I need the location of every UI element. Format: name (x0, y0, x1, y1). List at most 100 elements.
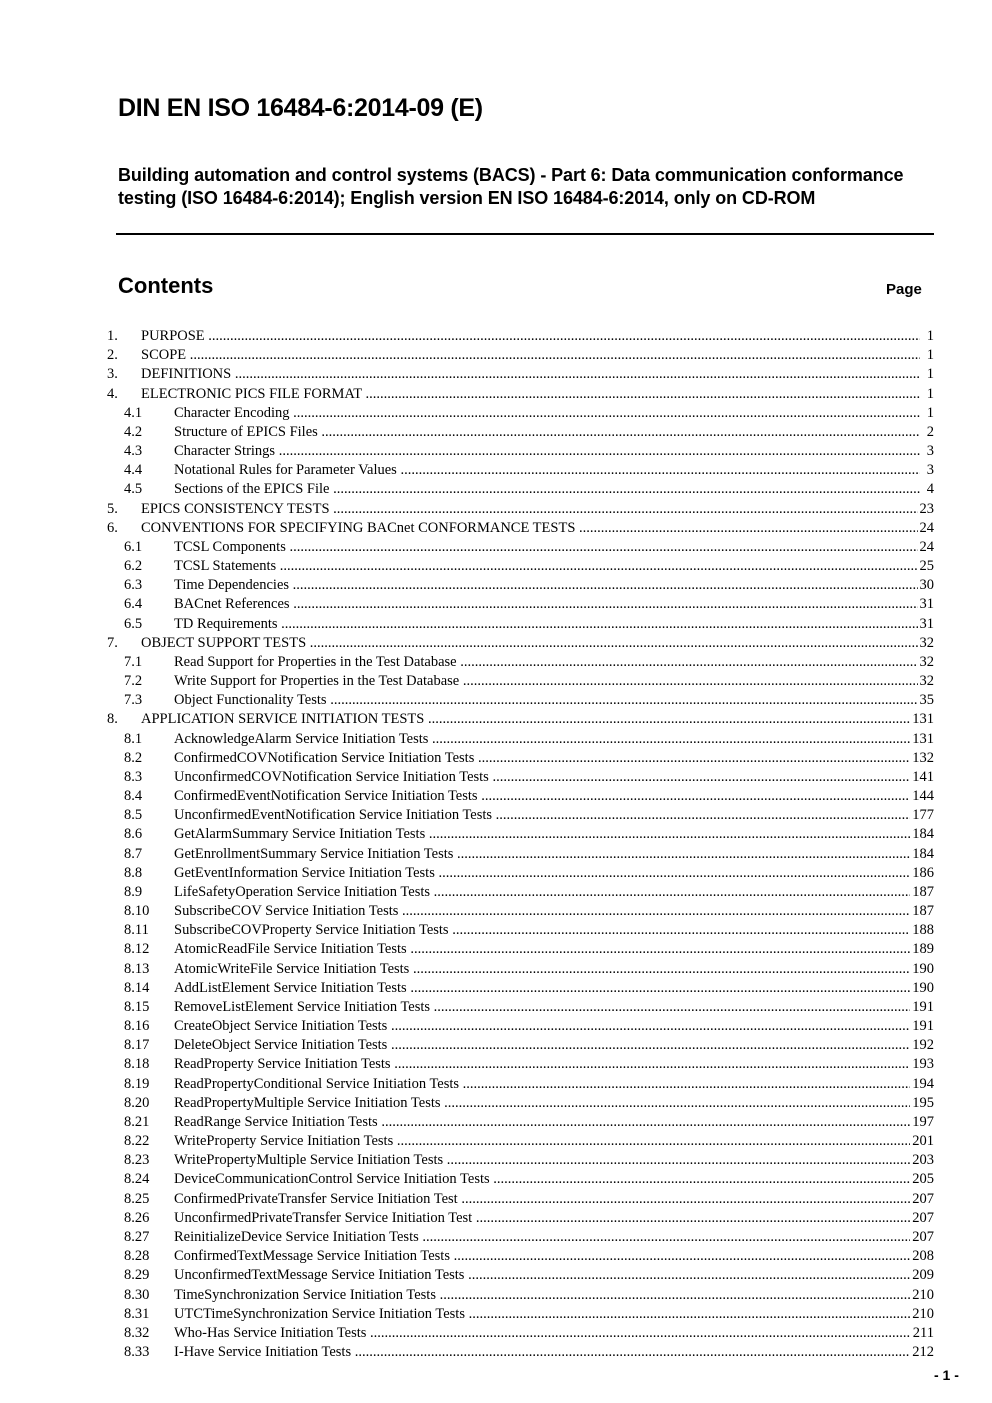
toc-entry[interactable]: 8.18 ReadProperty Service Initiation Test… (124, 1055, 934, 1075)
toc-entry[interactable]: 6.3 Time Dependencies30 (124, 576, 934, 596)
toc-entry-title: ELECTRONIC PICS FILE FORMAT (141, 385, 920, 404)
toc-entry-page: 131 (910, 729, 934, 749)
toc-entry-title: UTCTimeSynchronization Service Initiatio… (174, 1305, 920, 1324)
toc-entry-title: EPICS CONSISTENCY TESTS (141, 500, 920, 519)
toc-entry-title: ReadProperty Service Initiation Tests (174, 1055, 920, 1074)
toc-entry-page: 3 (924, 461, 934, 481)
toc-entry[interactable]: 8.15 RemoveListElement Service Initiation… (124, 997, 934, 1017)
toc-entry-page: 2 (924, 422, 934, 442)
toc-entry[interactable]: 8.4 ConfirmedEventNotification Service In… (124, 787, 934, 807)
toc-entry[interactable]: 8.21 ReadRange Service Initiation Tests19… (124, 1112, 934, 1132)
toc-entry-page: 212 (910, 1343, 934, 1362)
toc-entry[interactable]: 8.11 SubscribeCOVProperty Service Initiat… (124, 921, 934, 941)
toc-entry[interactable]: 2. SCOPE1 (107, 346, 934, 366)
toc-entry[interactable]: 7.2 Write Support for Properties in the T… (124, 672, 934, 692)
toc-entry-number: 6.4 (124, 596, 143, 613)
toc-entry[interactable]: 6.4 BACnet References31 (124, 595, 934, 615)
toc-entry-page: 207 (910, 1189, 934, 1209)
toc-entry-number: 1. (107, 328, 118, 344)
toc-entry-page: 197 (910, 1112, 934, 1132)
toc-entry[interactable]: 8.5 UnconfirmedEventNotification Service … (124, 806, 934, 826)
toc-entry[interactable]: 8.9 LifeSafetyOperation Service Initiatio… (124, 882, 934, 902)
toc-entry[interactable]: 8.1 AcknowledgeAlarm Service Initiation T… (124, 729, 934, 749)
toc-entry-number: 5. (107, 500, 118, 517)
toc-entry-title: PURPOSE (141, 327, 920, 346)
toc-entry[interactable]: 7. OBJECT SUPPORT TESTS32 (107, 633, 934, 653)
toc-entry[interactable]: 7.1 Read Support for Properties in the Te… (124, 652, 934, 672)
toc-entry[interactable]: 8.25 ConfirmedPrivateTransfer Service Ini… (124, 1189, 934, 1209)
toc-entry-number: 2. (107, 347, 118, 364)
toc-entry-page: 24 (917, 518, 934, 538)
toc-entry[interactable]: 6.2 TCSL Statements25 (124, 557, 934, 577)
toc-entry-title: Character Encoding (174, 404, 920, 423)
toc-entry-page: 4 (924, 480, 934, 500)
toc-entry-title: Object Functionality Tests (174, 691, 920, 710)
toc-entry[interactable]: 8.33 I-Have Service Initiation Tests212 (124, 1343, 934, 1362)
toc-entry-number: 8.27 (124, 1228, 150, 1245)
toc-entry-title: ReadPropertyMultiple Service Initiation … (174, 1094, 920, 1113)
toc-entry[interactable]: 4.4 Notational Rules for Parameter Values… (124, 461, 934, 481)
toc-entry[interactable]: 8.30 TimeSynchronization Service Initiati… (124, 1285, 934, 1305)
toc-entry[interactable]: 3. DEFINITIONS1 (107, 365, 934, 385)
toc-entry[interactable]: 5. EPICS CONSISTENCY TESTS23 (107, 499, 934, 519)
toc-entry[interactable]: 4.1 Character Encoding1 (124, 403, 934, 423)
toc-entry[interactable]: 8.32 Who-Has Service Initiation Tests211 (124, 1323, 934, 1343)
toc-entry[interactable]: 8.13 AtomicWriteFile Service Initiation T… (124, 959, 934, 979)
toc-entry-page: 194 (910, 1074, 934, 1094)
toc-entry[interactable]: 8.10 SubscribeCOV Service Initiation Test… (124, 902, 934, 922)
toc-entry-page: 141 (910, 767, 934, 787)
toc-entry[interactable]: 8.31 UTCTimeSynchronization Service Initi… (124, 1304, 934, 1324)
toc-entry-title: SubscribeCOV Service Initiation Tests (174, 902, 920, 921)
toc-entry[interactable]: 6. CONVENTIONS FOR SPECIFYING BACnet CONF… (107, 518, 934, 538)
toc-entry-title: ConfirmedPrivateTransfer Service Initiat… (174, 1190, 920, 1209)
toc-entry-title: RemoveListElement Service Initiation Tes… (174, 998, 920, 1017)
toc-entry[interactable]: 8.2 ConfirmedCOVNotification Service Init… (124, 748, 934, 768)
toc-entry[interactable]: 8.28 ConfirmedTextMessage Service Initiat… (124, 1247, 934, 1267)
toc-entry-page: 190 (910, 978, 934, 998)
toc-entry[interactable]: 8.22 WriteProperty Service Initiation Tes… (124, 1132, 934, 1152)
toc-entry[interactable]: 8.6 GetAlarmSummary Service Initiation Te… (124, 825, 934, 845)
toc-entry[interactable]: 7.3 Object Functionality Tests35 (124, 691, 934, 711)
toc-entry-number: 7. (107, 634, 118, 651)
toc-entry[interactable]: 4.5 Sections of the EPICS File4 (124, 480, 934, 500)
toc-entry-title: APPLICATION SERVICE INITIATION TESTS (141, 710, 920, 729)
toc-entry[interactable]: 8. APPLICATION SERVICE INITIATION TESTS13… (107, 710, 934, 730)
toc-entry[interactable]: 8.19 ReadPropertyConditional Service Init… (124, 1074, 934, 1094)
toc-entry[interactable]: 8.20 ReadPropertyMultiple Service Initiat… (124, 1093, 934, 1113)
toc-entry[interactable]: 8.27 ReinitializeDevice Service Initiatio… (124, 1227, 934, 1247)
toc-entry[interactable]: 8.8 GetEventInformation Service Initiatio… (124, 863, 934, 883)
toc-entry-number: 8.16 (124, 1018, 150, 1035)
toc-entry-page: 1 (924, 384, 934, 404)
toc-entry-title: Character Strings (174, 442, 920, 461)
toc-entry[interactable]: 8.7 GetEnrollmentSummary Service Initiati… (124, 844, 934, 864)
toc-entry[interactable]: 8.12 AtomicReadFile Service Initiation Te… (124, 940, 934, 960)
toc-entry-number: 8.30 (124, 1286, 150, 1303)
toc-entry[interactable]: 8.29 UnconfirmedTextMessage Service Initi… (124, 1266, 934, 1286)
toc-entry-page: 191 (910, 997, 934, 1017)
toc-entry[interactable]: 8.26 UnconfirmedPrivateTransfer Service I… (124, 1208, 934, 1228)
toc-entry[interactable]: 4.2 Structure of EPICS Files2 (124, 422, 934, 442)
toc-entry-page: 201 (910, 1132, 934, 1152)
toc-entry[interactable]: 1. PURPOSE1 (107, 327, 934, 346)
toc-entry[interactable]: 8.16 CreateObject Service Initiation Test… (124, 1017, 934, 1037)
toc-entry-title: DeleteObject Service Initiation Tests (174, 1036, 920, 1055)
toc-entry[interactable]: 8.24 DeviceCommunicationControl Service I… (124, 1170, 934, 1190)
toc-entry[interactable]: 8.3 UnconfirmedCOVNotification Service In… (124, 767, 934, 787)
toc-entry[interactable]: 8.14 AddListElement Service Initiation Te… (124, 978, 934, 998)
toc-entry[interactable]: 6.5 TD Requirements31 (124, 614, 934, 634)
toc-entry[interactable]: 8.23 WritePropertyMultiple Service Initia… (124, 1151, 934, 1171)
toc-entry-page: 211 (910, 1323, 934, 1343)
toc-entry-number: 8.7 (124, 845, 143, 862)
toc-entry[interactable]: 4.3 Character Strings3 (124, 442, 934, 462)
toc-entry-title: TimeSynchronization Service Initiation T… (174, 1286, 920, 1305)
toc-entry-title: Time Dependencies (174, 576, 920, 595)
toc-entry[interactable]: 4. ELECTRONIC PICS FILE FORMAT1 (107, 384, 934, 404)
toc-entry-title: GetEventInformation Service Initiation T… (174, 864, 920, 883)
document-title: DIN EN ISO 16484-6:2014-09 (E) (118, 94, 483, 122)
toc-entry-title: CONVENTIONS FOR SPECIFYING BACnet CONFOR… (141, 519, 920, 538)
toc-entry-number: 8.6 (124, 826, 143, 843)
toc-entry[interactable]: 6.1 TCSL Components24 (124, 537, 934, 557)
toc-entry-number: 6. (107, 519, 118, 536)
toc-entry-page: 24 (917, 537, 934, 557)
toc-entry[interactable]: 8.17 DeleteObject Service Initiation Test… (124, 1036, 934, 1056)
